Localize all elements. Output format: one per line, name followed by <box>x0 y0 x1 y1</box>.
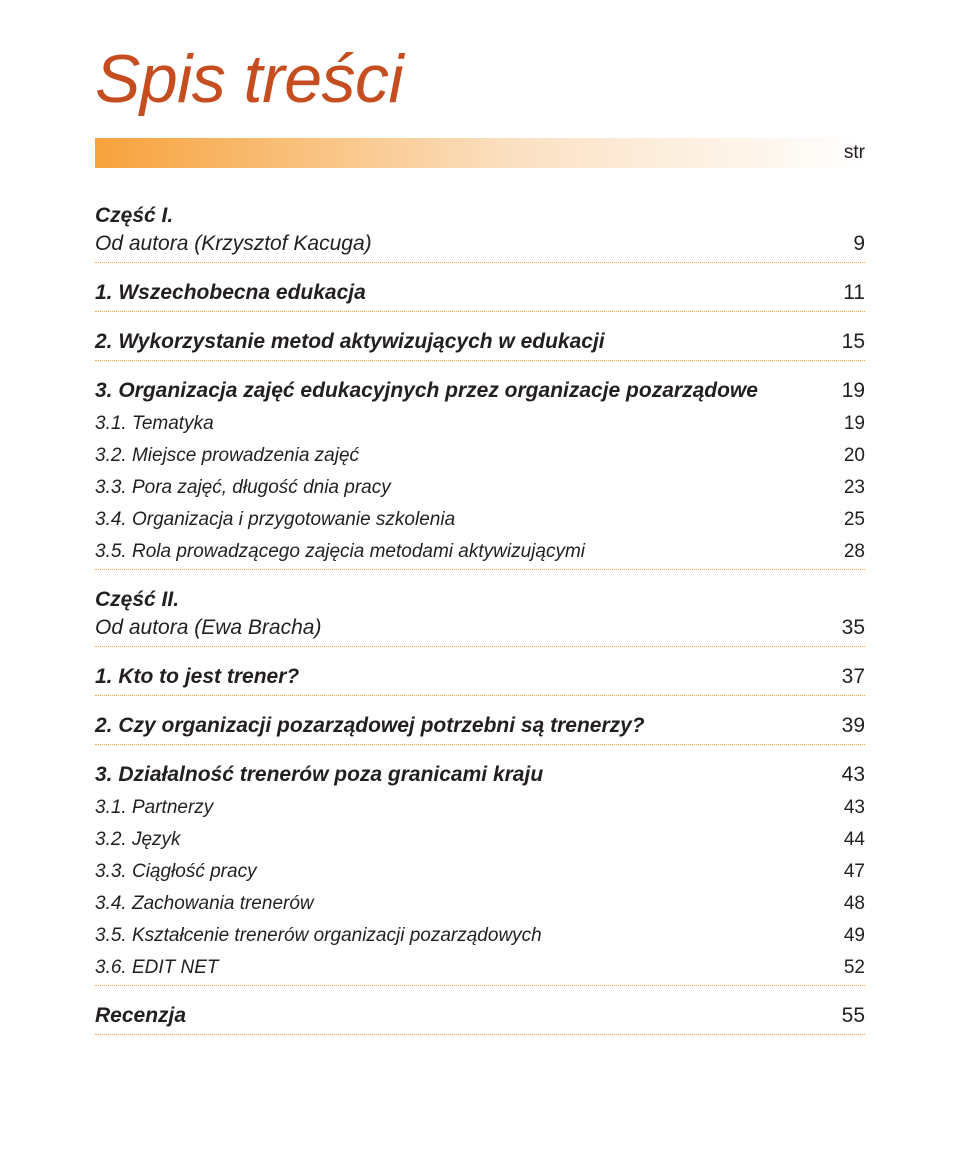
toc-page: 48 <box>825 893 865 915</box>
toc-row: 2. Czy organizacji pozarządowej potrzebn… <box>95 696 865 745</box>
toc-row: 3.2. Język 44 <box>95 825 865 857</box>
toc-page: 47 <box>825 861 865 883</box>
toc-row: 3. Działalność trenerów poza granicami k… <box>95 745 865 793</box>
toc-page: 39 <box>825 714 865 738</box>
toc-label: 1. Wszechobecna edukacja <box>95 281 825 305</box>
toc-page: 55 <box>825 1004 865 1028</box>
part-heading-1: Część I. <box>95 186 865 228</box>
toc-row: 3.1. Partnerzy 43 <box>95 793 865 825</box>
toc-row: 3.3. Ciągłość pracy 47 <box>95 857 865 889</box>
toc-page: 28 <box>825 541 865 563</box>
toc-page: 52 <box>825 957 865 979</box>
toc-row: 3.3. Pora zajęć, długość dnia pracy 23 <box>95 473 865 505</box>
gradient-bar: str <box>95 138 865 168</box>
toc-row: 1. Kto to jest trener? 37 <box>95 647 865 696</box>
toc-page: 11 <box>825 281 865 305</box>
page-title: Spis treści <box>95 40 865 118</box>
toc-label: 3.6. EDIT NET <box>95 957 825 979</box>
toc-page: 19 <box>825 379 865 403</box>
toc-label: 2. Czy organizacji pozarządowej potrzebn… <box>95 714 825 738</box>
toc-row: 3.5. Rola prowadzącego zajęcia metodami … <box>95 537 865 570</box>
toc-label: 3.5. Kształcenie trenerów organizacji po… <box>95 925 825 947</box>
toc-label: 3.4. Organizacja i przygotowanie szkolen… <box>95 509 825 531</box>
toc-row: Od autora (Krzysztof Kacuga) 9 <box>95 228 865 263</box>
toc-page: 35 <box>825 616 865 640</box>
toc-label: 1. Kto to jest trener? <box>95 665 825 689</box>
toc-row: 3.6. EDIT NET 52 <box>95 953 865 986</box>
toc-label: Recenzja <box>95 1004 825 1028</box>
toc-page: 25 <box>825 509 865 531</box>
toc-page: 9 <box>825 232 865 256</box>
toc-row: 2. Wykorzystanie metod aktywizujących w … <box>95 312 865 361</box>
toc-label: 3.1. Partnerzy <box>95 797 825 819</box>
toc-row: 3.4. Zachowania trenerów 48 <box>95 889 865 921</box>
toc-page: 20 <box>825 445 865 467</box>
toc-row: 3.2. Miejsce prowadzenia zajęć 20 <box>95 441 865 473</box>
toc-label: 3.3. Pora zajęć, długość dnia pracy <box>95 477 825 499</box>
toc-label: Od autora (Ewa Bracha) <box>95 616 825 640</box>
toc-row: Od autora (Ewa Bracha) 35 <box>95 612 865 647</box>
toc-label: 3. Działalność trenerów poza granicami k… <box>95 763 825 787</box>
toc-label: 3.2. Język <box>95 829 825 851</box>
toc-row: 3.1. Tematyka 19 <box>95 409 865 441</box>
toc-page: 49 <box>825 925 865 947</box>
toc-row: 3. Organizacja zajęć edukacyjnych przez … <box>95 361 865 409</box>
toc-page: 44 <box>825 829 865 851</box>
toc-label: 3.1. Tematyka <box>95 413 825 435</box>
toc-row: 3.5. Kształcenie trenerów organizacji po… <box>95 921 865 953</box>
toc-label: 3.4. Zachowania trenerów <box>95 893 825 915</box>
toc-page: 19 <box>825 413 865 435</box>
toc-page: 23 <box>825 477 865 499</box>
toc-label: 3. Organizacja zajęć edukacyjnych przez … <box>95 379 825 403</box>
toc-label: 3.3. Ciągłość pracy <box>95 861 825 883</box>
toc-label: Od autora (Krzysztof Kacuga) <box>95 232 825 256</box>
toc-label: 3.5. Rola prowadzącego zajęcia metodami … <box>95 541 825 563</box>
part-heading-2: Część II. <box>95 570 865 612</box>
toc-row: Recenzja 55 <box>95 986 865 1035</box>
toc-label: 2. Wykorzystanie metod aktywizujących w … <box>95 330 825 354</box>
toc-page: 15 <box>825 330 865 354</box>
toc-page: 43 <box>825 763 865 787</box>
toc-row: 3.4. Organizacja i przygotowanie szkolen… <box>95 505 865 537</box>
column-label-page: str <box>844 142 865 164</box>
toc-page: 43 <box>825 797 865 819</box>
toc-label: 3.2. Miejsce prowadzenia zajęć <box>95 445 825 467</box>
toc-page: 37 <box>825 665 865 689</box>
toc-row: 1. Wszechobecna edukacja 11 <box>95 263 865 312</box>
